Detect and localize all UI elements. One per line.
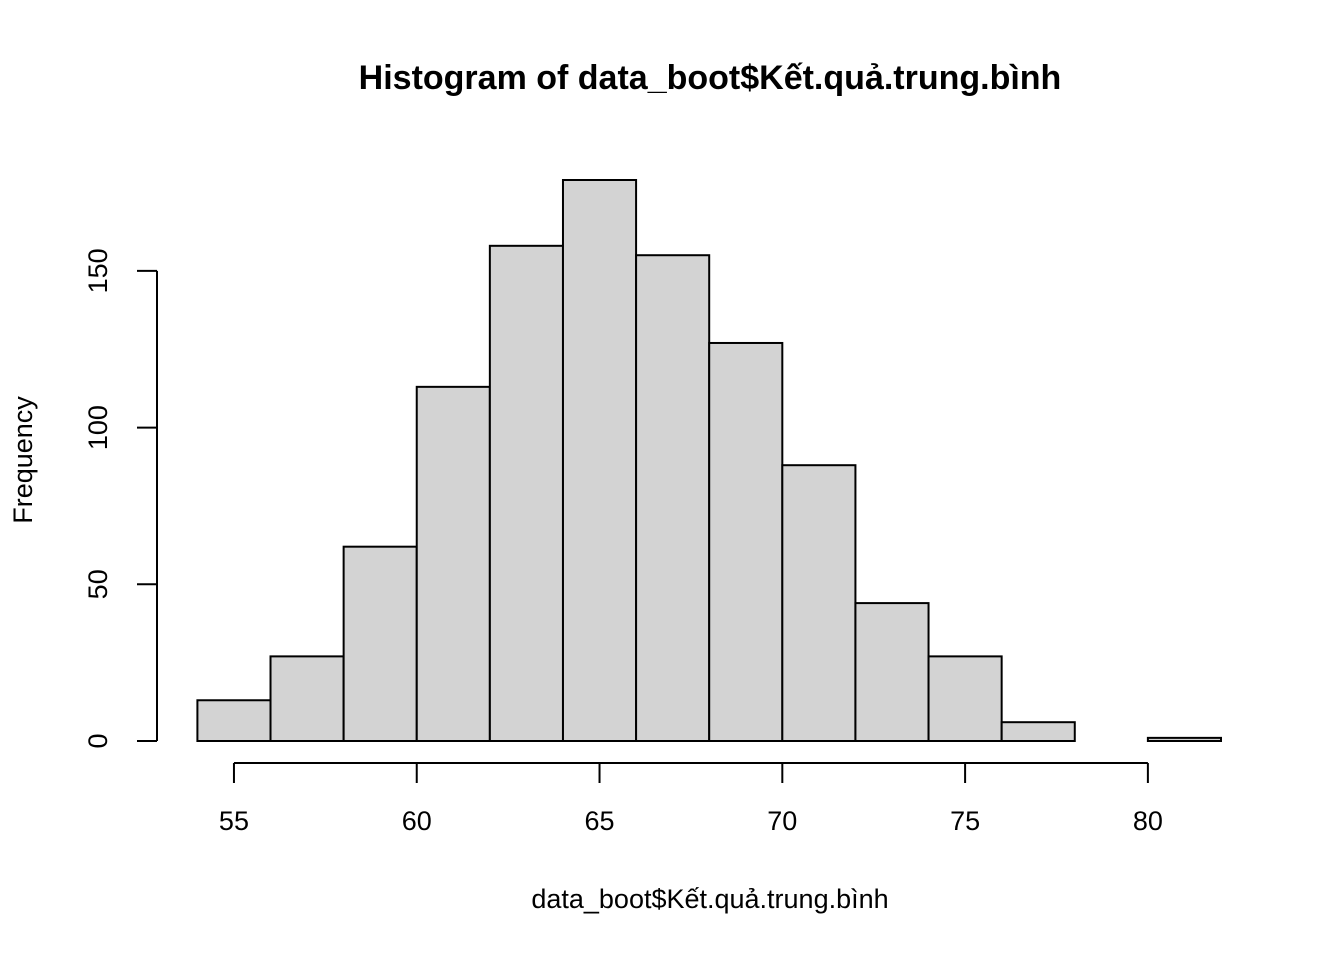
bar bbox=[927, 655, 1003, 742]
bar bbox=[269, 655, 345, 742]
bar bbox=[708, 341, 784, 742]
bar bbox=[781, 464, 857, 742]
bar bbox=[561, 179, 638, 742]
bar bbox=[1000, 721, 1076, 743]
bar bbox=[1146, 736, 1223, 742]
x-tick-label: 80 bbox=[1133, 806, 1163, 836]
x-tick-label: 60 bbox=[402, 806, 432, 836]
x-tick-label: 75 bbox=[950, 806, 980, 836]
bar bbox=[635, 254, 711, 743]
bar bbox=[854, 602, 930, 743]
y-tick-label: 50 bbox=[83, 569, 113, 599]
bar bbox=[342, 545, 418, 742]
x-tick-label: 70 bbox=[767, 806, 797, 836]
x-tick-label: 65 bbox=[585, 806, 615, 836]
y-axis-label: Frequency bbox=[8, 396, 38, 524]
bar bbox=[488, 244, 564, 742]
y-tick-label: 0 bbox=[83, 733, 113, 748]
bar bbox=[415, 385, 491, 742]
x-tick-label: 55 bbox=[219, 806, 249, 836]
y-tick-label: 100 bbox=[83, 405, 113, 450]
y-tick-label: 150 bbox=[83, 248, 113, 293]
x-axis-label: data_boot$Kết.quả.trung.bình bbox=[531, 884, 888, 914]
chart-title: Histogram of data_boot$Kết.quả.trung.bìn… bbox=[359, 59, 1062, 97]
bar bbox=[196, 699, 272, 742]
